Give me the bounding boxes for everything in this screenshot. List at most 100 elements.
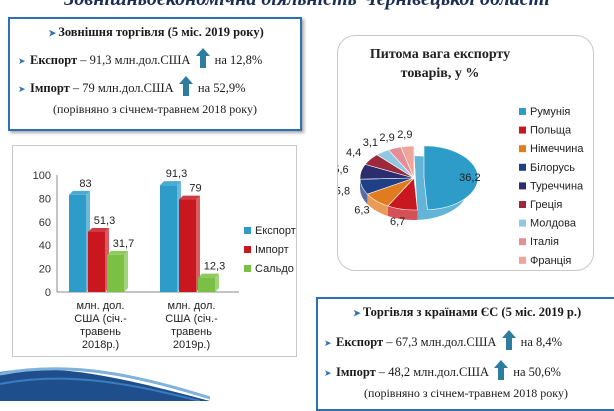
legend-label: Експорт (255, 225, 296, 237)
decorative-swoosh (0, 367, 210, 401)
legend-swatch (519, 182, 526, 190)
legend-swatch (244, 227, 251, 234)
legend-swatch (519, 108, 526, 115)
bar-value-label: 31,7 (113, 238, 134, 250)
bullet-icon: ➤ (18, 56, 26, 66)
category-label: США (січ.- (74, 313, 127, 325)
legend-swatch (244, 265, 251, 272)
eu-trade-heading-text: Торгівля з країнами ЄС (5 міс. 2019 р.) (362, 305, 582, 319)
pie-value-label: 5,6 (338, 164, 349, 176)
export-share-pie-panel: Питома вага експорту товарів, у % 36,2 6,7 6… (333, 35, 594, 271)
trade-bar-chart-panel: 0 20 40 60 80 100 83 51,3 31,7 млн. дол. США (січ.… (12, 145, 297, 357)
bullet-icon: ➤ (18, 84, 26, 94)
bar (198, 277, 215, 292)
arrow-up-icon (178, 76, 193, 96)
eu-import-change: на 50,6% (513, 365, 561, 379)
bar-top (198, 273, 219, 278)
legend-swatch (244, 246, 251, 253)
y-tick-label: 20 (39, 264, 51, 276)
arrow-up-icon (195, 48, 210, 68)
eu-export-change: на 8,4% (520, 335, 563, 349)
export-row: ➤ Експорт – 91,3 млн.дол.США на 12,8% (10, 48, 300, 70)
export-share-pie-chart: Питома вага експорту товарів, у % 36,2 6,7 6… (333, 47, 584, 267)
bar (69, 194, 86, 292)
legend-label: Греція (530, 199, 562, 211)
eu-export-row: ➤ Експорт – 67,3 млн.дол.США на 8,4% (318, 330, 614, 352)
eu-trade-heading: ➤ Торгівля з країнами ЄС (5 міс. 2019 р.) (318, 305, 614, 320)
comparison-note: (порівняно з січнем-травнем 2018 року) (53, 102, 257, 116)
foreign-trade-heading: ➤ Зовнішня торгівля (5 міс. 2019 року) (10, 25, 300, 40)
export-label: Експорт (30, 53, 78, 67)
legend-label: Румунія (530, 106, 570, 118)
eu-comparison-note: (порівняно з січнем-травнем 2018 року) (364, 386, 568, 400)
y-tick-label: 0 (45, 287, 51, 299)
bar (107, 254, 124, 292)
bar-value-label: 83 (79, 178, 91, 190)
import-value: – 79 млн.дол.США (72, 81, 174, 95)
legend-label: Білорусь (530, 162, 575, 174)
export-value: – 91,3 млн.дол.США (80, 53, 191, 67)
bar (160, 185, 177, 292)
legend-label: Італія (530, 236, 559, 248)
pie-value-label: 3,1 (363, 137, 378, 149)
eu-export-label: Експорт (336, 335, 384, 349)
legend-label: Молдова (530, 218, 577, 230)
legend-swatch (519, 219, 526, 227)
bullet-icon: ➤ (353, 308, 361, 318)
y-tick-label: 40 (39, 240, 51, 252)
foreign-trade-summary-box: ➤ Зовнішня торгівля (5 міс. 2019 року) ➤ Е… (8, 17, 302, 131)
bar-top (107, 250, 128, 255)
pie-value-label: 5,8 (338, 185, 350, 197)
bar-top (160, 181, 181, 186)
pie-slice (400, 145, 415, 179)
bar-value-label: 51,3 (94, 215, 115, 227)
import-change: на 52,9% (197, 81, 246, 95)
category-label: травень (171, 326, 212, 338)
legend-label: Імпорт (255, 244, 289, 256)
bar-value-label: 12,3 (204, 261, 225, 273)
foreign-trade-heading-text: Зовнішня торгівля (5 міс. 2019 року) (58, 25, 264, 39)
export-change: на 12,8% (214, 53, 263, 67)
legend-label: Франція (530, 255, 571, 267)
arrow-up-icon (501, 330, 516, 350)
import-row: ➤ Імпорт – 79 млн.дол.США на 52,9% (10, 76, 300, 98)
category-label: 2018р.) (82, 339, 119, 351)
bar-value-label: 79 (189, 183, 201, 195)
bar-top (69, 190, 90, 195)
pie-value-label: 4,4 (346, 147, 361, 159)
legend-swatch (519, 145, 526, 153)
bullet-icon: ➤ (324, 368, 332, 378)
legend-label: Туреччина (530, 180, 584, 192)
bar-top (88, 227, 109, 232)
bar (88, 231, 105, 292)
slide-title: Зовнішньоекономічна діяльність Чернівець… (0, 0, 614, 11)
bar-value-label: 91,3 (166, 168, 187, 180)
pie-slice-side (367, 194, 388, 216)
pie-value-label: 6,3 (354, 205, 369, 217)
legend-label: Сальдо (255, 263, 294, 275)
y-tick-label: 60 (39, 217, 51, 229)
legend-swatch (519, 201, 526, 208)
import-label: Імпорт (30, 81, 70, 95)
category-label: США (січ.- (165, 313, 218, 325)
legend-swatch (519, 163, 526, 171)
pie-value-label: 2,9 (379, 132, 394, 144)
pie-title: товарів, у % (401, 66, 480, 81)
eu-export-value: – 67,3 млн.дол.США (386, 335, 497, 349)
category-label: 2019р.) (173, 339, 210, 351)
legend-swatch (519, 256, 526, 264)
bar-side (215, 273, 219, 292)
pie-value-label: 6,7 (390, 216, 405, 228)
legend-label: Німеччина (530, 143, 584, 155)
bullet-icon: ➤ (324, 338, 332, 348)
pie-title: Питома вага експорту (370, 47, 510, 62)
category-label: млн. дол. (168, 300, 216, 312)
y-tick-label: 80 (39, 193, 51, 205)
arrow-up-icon (494, 360, 509, 380)
bar-side (124, 250, 128, 292)
eu-import-value: – 48,2 млн.дол.США (378, 365, 490, 379)
pie-slice (423, 145, 479, 211)
bar-side (196, 195, 200, 292)
category-label: травень (80, 326, 121, 338)
